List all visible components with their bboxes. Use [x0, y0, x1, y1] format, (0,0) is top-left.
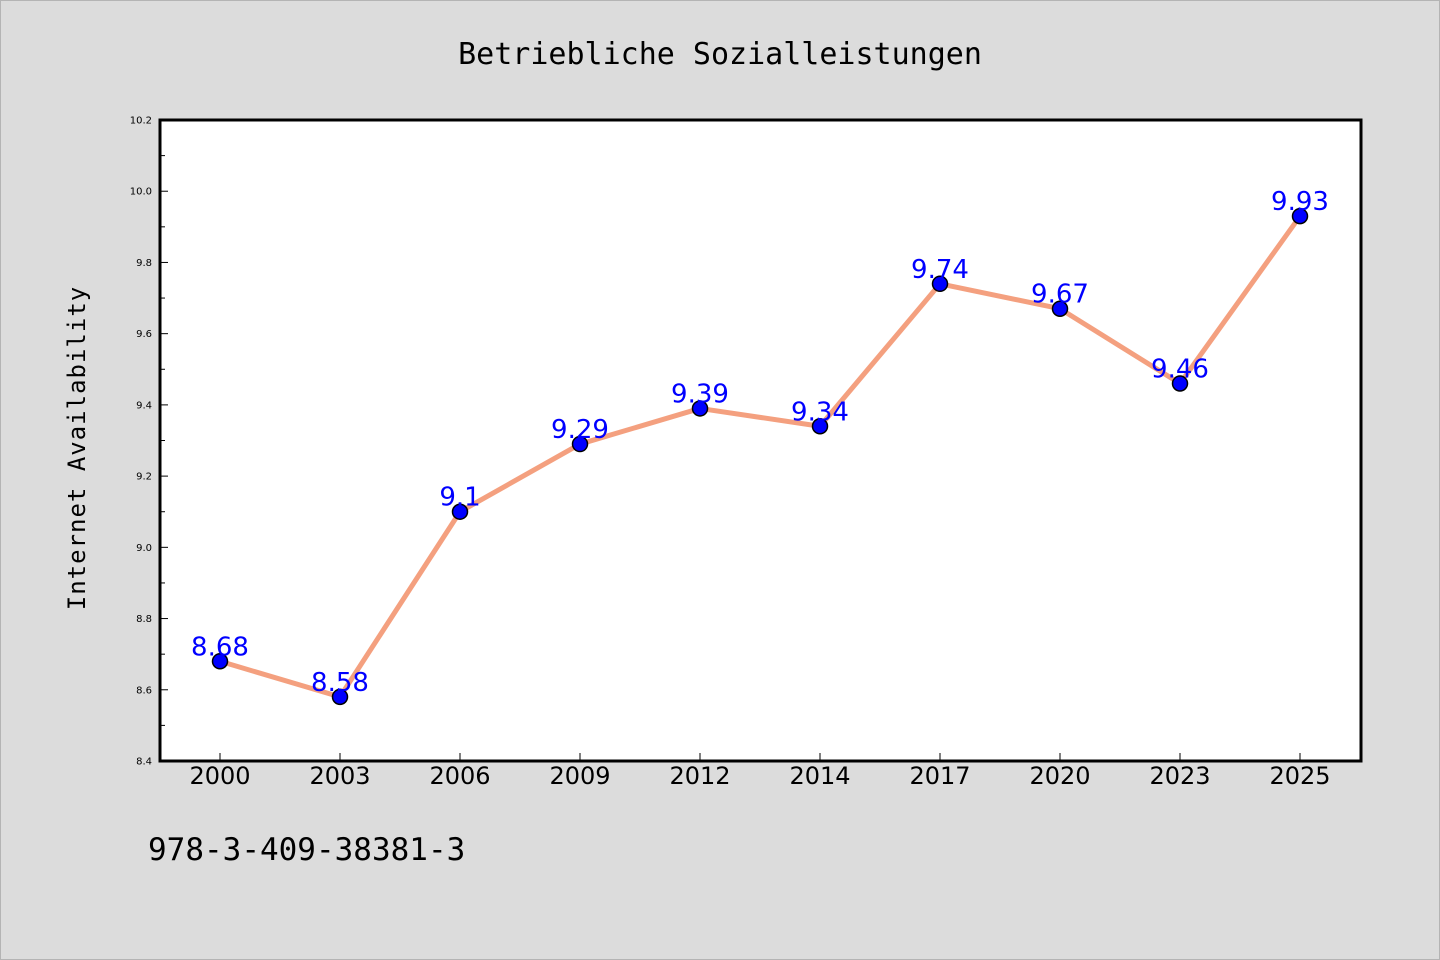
data-label: 9.74 — [911, 255, 969, 285]
series-layer — [211, 207, 1309, 706]
plot-border — [158, 118, 1363, 763]
data-label: 9.93 — [1271, 187, 1329, 217]
data-point — [691, 400, 709, 417]
data-point — [811, 418, 829, 435]
data-label: 9.67 — [1031, 280, 1089, 310]
y-tick-label: 9.2 — [136, 472, 152, 483]
data-point — [1051, 300, 1069, 317]
y-tick-label: 9.6 — [136, 329, 152, 340]
chart-title: Betriebliche Sozialleistungen — [458, 37, 982, 72]
data-point — [571, 435, 589, 453]
y-tick-label: 9.8 — [136, 258, 152, 269]
data-labels: 8.68 8.58 9.1 9.29 9.39 9.34 9.74 9.67 9.46 9.93 — [191, 187, 1329, 698]
x-tick-label: 2020 — [1029, 762, 1090, 790]
data-label: 9.1 — [439, 483, 480, 513]
data-label: 9.34 — [791, 397, 849, 427]
data-point — [1291, 207, 1309, 225]
x-tick-label: 2023 — [1149, 762, 1210, 790]
series-line — [217, 213, 1303, 700]
x-tick-label: 2012 — [669, 762, 730, 790]
data-label: 9.29 — [551, 415, 609, 445]
data-label: 9.39 — [671, 379, 729, 409]
data-label: 9.46 — [1151, 355, 1209, 385]
y-axis-label: Internet Availability — [63, 286, 91, 610]
data-point — [331, 688, 349, 706]
x-tick-label: 2017 — [909, 762, 970, 790]
y-tick-label: 9.0 — [136, 543, 152, 554]
x-tick-label: 2003 — [309, 762, 370, 790]
data-point — [451, 503, 469, 520]
y-tick-label: 8.6 — [136, 685, 152, 696]
data-label: 8.68 — [191, 632, 249, 662]
x-tick-label: 2014 — [789, 762, 850, 790]
data-point — [1171, 375, 1189, 392]
x-tick-label: 2009 — [549, 762, 610, 790]
y-tick-label: 8.4 — [136, 757, 152, 768]
x-tick-label: 2006 — [429, 762, 490, 790]
data-label: 8.58 — [311, 668, 369, 698]
y-tick-label: 10.2 — [130, 116, 152, 127]
x-tick-label: 2025 — [1269, 762, 1330, 790]
y-tick-label: 10.0 — [130, 187, 152, 198]
axis-ticks: 8.4 8.6 8.8 9.0 9.2 9.4 9.6 9.8 10.0 10.2 2000 2003… — [130, 116, 1331, 791]
y-tick-label: 8.8 — [136, 614, 152, 625]
x-tick-label: 2000 — [189, 762, 250, 790]
footer-code: 978-3-409-38381-3 — [148, 832, 466, 868]
y-tick-label: 9.4 — [136, 400, 152, 411]
data-point — [931, 275, 949, 293]
data-point — [211, 653, 229, 670]
plot-area — [160, 120, 1361, 761]
